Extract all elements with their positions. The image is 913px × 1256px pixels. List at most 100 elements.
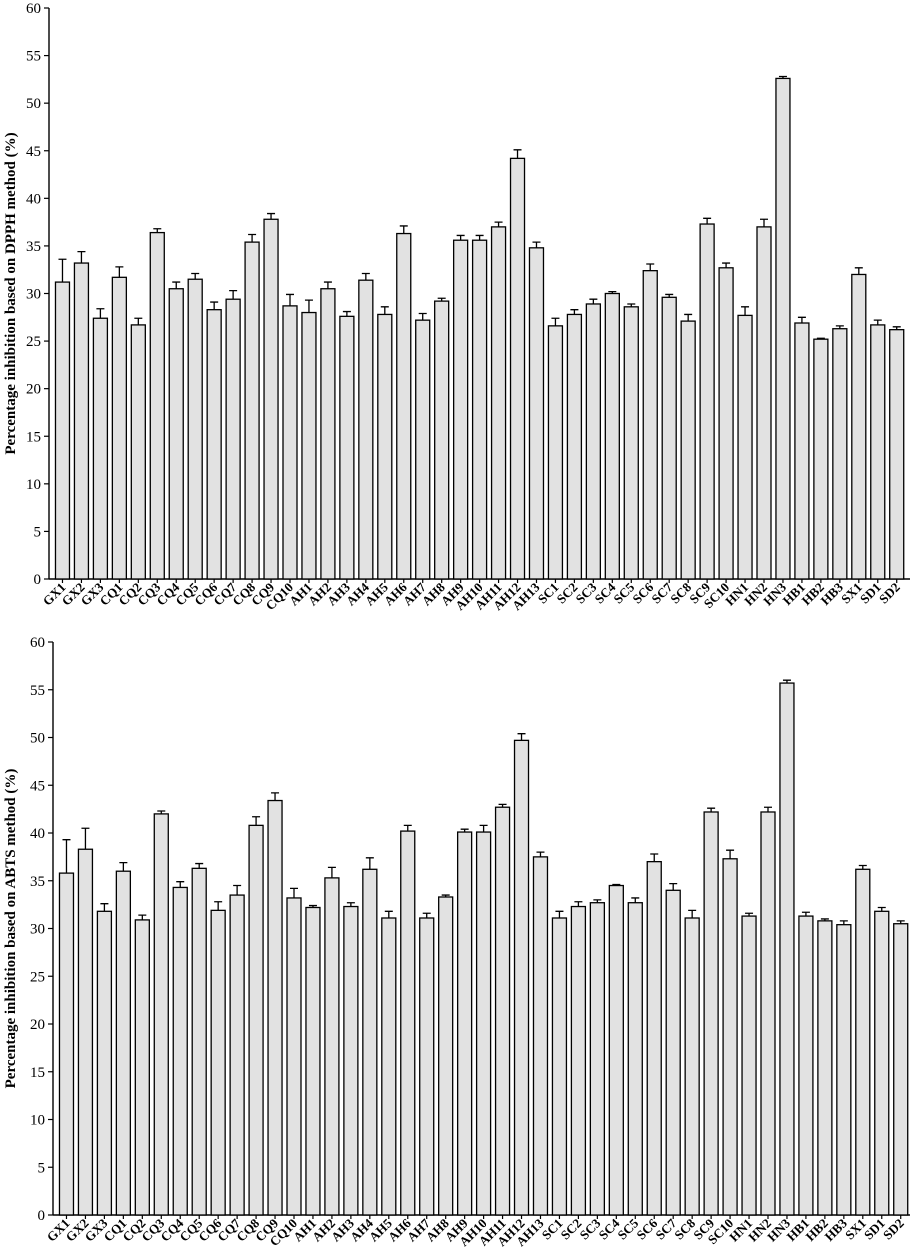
error-bar (214, 901, 223, 911)
bar-sc10 (722, 858, 738, 1216)
error-bar (361, 272, 370, 281)
bar-ah6 (396, 232, 412, 580)
error-bar (631, 897, 640, 903)
y-tick-label: 30 (30, 922, 45, 938)
error-bar (877, 906, 886, 912)
bar-cq2 (134, 919, 150, 1216)
y-tick-label: 0 (38, 1208, 46, 1224)
bar-cq6 (210, 909, 226, 1216)
bar-cq7 (229, 894, 245, 1216)
error-bar (153, 228, 162, 233)
bar-sd1 (874, 910, 890, 1216)
y-tick-label: 55 (30, 683, 45, 699)
y-axis-title: Percentage inhibition based on DPPH meth… (3, 132, 19, 454)
error-bar (96, 308, 105, 319)
error-bar (403, 824, 412, 832)
y-tick-label: 10 (26, 477, 41, 493)
error-bar (176, 881, 185, 888)
error-bar (555, 910, 564, 918)
bar-gx1 (58, 872, 75, 1216)
error-bar (722, 262, 731, 268)
bar-cq2 (130, 324, 146, 580)
bar-hn3 (775, 77, 791, 580)
error-bar (513, 149, 522, 159)
error-bar (62, 839, 71, 874)
error-bar (760, 218, 768, 227)
x-tick-label: SD2 (880, 1216, 907, 1243)
error-bar (494, 221, 503, 227)
y-tick-label: 35 (30, 874, 45, 890)
bar-sx1 (851, 273, 867, 580)
bar-sc3 (589, 902, 606, 1216)
bar-sc2 (566, 313, 583, 580)
error-bar (650, 853, 659, 862)
bar-cq8 (244, 241, 260, 580)
error-bar (517, 733, 526, 741)
bar-gx1 (54, 281, 71, 580)
error-bar (816, 337, 825, 340)
bar-sc9 (703, 811, 719, 1216)
bar-hb1 (794, 322, 810, 580)
error-bar (498, 803, 507, 808)
error-bar (536, 851, 545, 857)
bar-ah10 (471, 239, 488, 580)
error-bar (191, 272, 200, 280)
error-bar (665, 293, 674, 298)
error-bar (422, 912, 431, 918)
bar-ah1 (301, 311, 317, 580)
bar-ah2 (320, 288, 336, 580)
bar-cq10 (286, 897, 302, 1216)
error-bar (441, 894, 450, 897)
bar-cq5 (191, 867, 207, 1216)
error-bar (873, 319, 882, 325)
error-bar (346, 902, 355, 907)
bar-ah12 (513, 739, 530, 1216)
error-bar (290, 887, 298, 898)
bar-cq9 (267, 799, 283, 1216)
bar-cq10 (282, 305, 298, 580)
bar-ah9 (452, 239, 469, 580)
error-bar (327, 866, 336, 878)
bar-sc7 (661, 296, 677, 580)
error-bar (460, 828, 469, 833)
y-tick-label: 20 (26, 382, 41, 398)
y-tick-label: 45 (30, 778, 45, 794)
error-bar (100, 903, 109, 912)
bar-ah12 (509, 157, 526, 580)
y-tick-label: 25 (30, 969, 45, 985)
error-bar (688, 909, 697, 918)
error-bar (892, 326, 901, 330)
y-tick-label: 15 (30, 1065, 45, 1081)
bar-sc2 (570, 905, 587, 1216)
bar-cq1 (111, 276, 128, 580)
bar-gx3 (96, 910, 113, 1216)
bar-ah11 (490, 226, 507, 580)
bar-cq7 (225, 298, 241, 580)
y-tick-label: 10 (30, 1113, 45, 1129)
y-tick-label: 40 (26, 191, 41, 207)
bar-ah3 (339, 315, 355, 580)
bar-sc5 (623, 306, 639, 580)
error-bar (58, 258, 67, 283)
error-bar (703, 217, 712, 225)
error-bar (195, 862, 204, 869)
y-tick-label: 50 (26, 96, 41, 112)
error-bar (210, 301, 219, 310)
error-bar (134, 317, 143, 325)
bar-sx1 (855, 868, 871, 1216)
error-bar (437, 297, 446, 302)
error-bar (820, 918, 829, 921)
error-bar (684, 313, 693, 322)
error-bar (418, 312, 427, 321)
error-bar (764, 806, 772, 812)
error-bar (248, 233, 257, 243)
error-bar (286, 293, 294, 306)
y-tick-label: 20 (30, 1017, 45, 1033)
bar-hb2 (817, 920, 833, 1216)
error-bar (745, 912, 754, 917)
error-bar (304, 299, 313, 313)
bar-hb1 (798, 915, 814, 1216)
error-bar (741, 306, 750, 316)
bar-ah1 (305, 906, 321, 1216)
